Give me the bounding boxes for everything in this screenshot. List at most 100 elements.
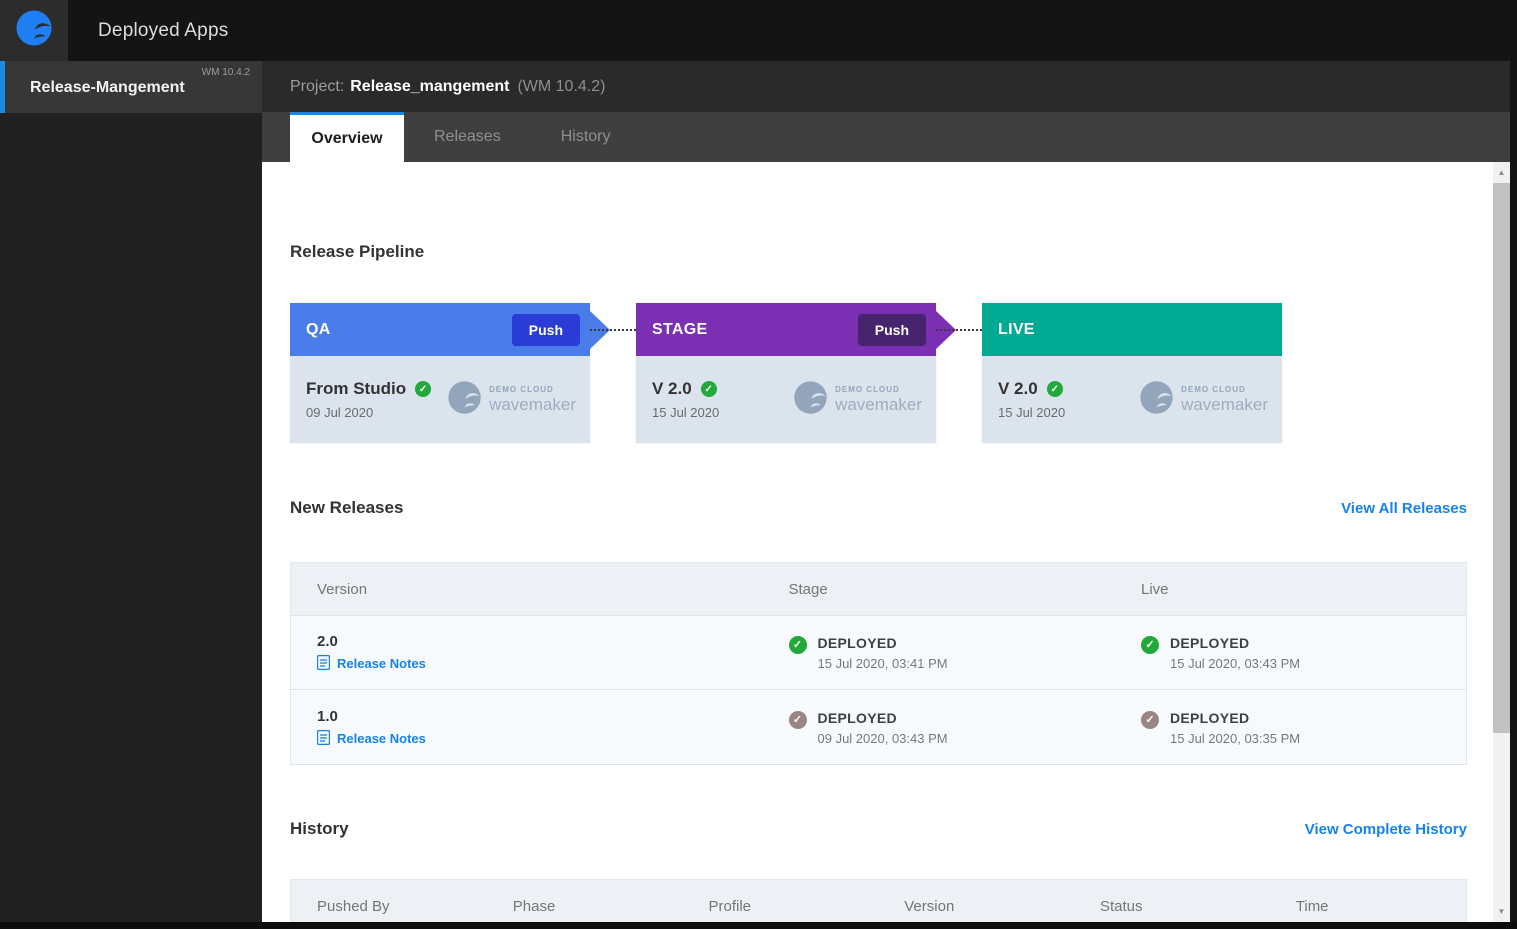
stage-card-body: V 2.0 ✓ 15 Jul 2020 DEMO CLOUD [636,356,936,443]
window-bottom-edge [0,922,1517,929]
tab-overview[interactable]: Overview [290,112,404,162]
project-name: Release_mangement [350,77,510,95]
live-cloud-logo: DEMO CLOUD wavemaker [1138,379,1268,421]
wavemaker-logo-icon [14,8,54,53]
live-deployed-check-icon: ✓ [1141,710,1159,729]
wavemaker-label: wavemaker [835,395,922,414]
sidebar-item-version: WM 10.4.2 [201,67,250,78]
history-table-header: Pushed By Phase Profile Version Status T… [291,880,1466,922]
view-all-releases-link[interactable]: View All Releases [1341,500,1467,517]
pipeline-card-live: LIVE V 2.0 ✓ 15 Jul 2020 [982,303,1282,443]
column-live: Live [1141,580,1169,598]
scroll-up-icon[interactable]: ▲ [1497,168,1506,177]
live-date: 15 Jul 2020 [998,405,1066,420]
stage-time: 15 Jul 2020, 03:41 PM [817,655,948,671]
qa-card-body: From Studio ✓ 09 Jul 2020 DEMO CLOUD [290,356,590,443]
overview-panel: Release Pipeline QA Push From Studio ✓ [262,162,1510,922]
release-version: 1.0 [317,707,338,725]
wavemaker-logo-box[interactable] [0,0,68,61]
column-stage: Stage [788,580,828,598]
window-right-edge [1510,0,1517,929]
qa-date: 09 Jul 2020 [306,405,374,420]
project-label: Project: [290,77,345,95]
live-stage-name: LIVE [998,320,1035,338]
qa-version: From Studio [306,379,407,398]
sidebar-item-label: Release-Mangement [30,79,185,96]
wavemaker-label: wavemaker [1181,395,1268,414]
live-version: V 2.0 [998,379,1038,398]
stage-deployed-check-icon: ✓ [788,635,807,654]
column-pushed-by: Pushed By [317,897,390,915]
wavemaker-label: wavemaker [489,395,576,414]
column-version: Version [317,580,368,598]
live-deployed-check-icon: ✓ [1141,635,1159,654]
live-status: DEPLOYED [1170,709,1250,726]
history-table: Pushed By Phase Profile Version Status T… [290,879,1467,922]
qa-stage-name: QA [306,320,331,338]
vertical-scrollbar[interactable]: ▲ ▼ [1493,162,1510,922]
project-header-bar: Project: Release_mangement (WM 10.4.2) [262,61,1517,112]
pipeline-connector [590,303,636,356]
wave-icon [792,379,829,421]
new-releases-table-header: Version Stage Live [291,563,1466,615]
wave-icon [446,379,483,421]
release-notes-link[interactable]: Release Notes [316,654,785,673]
document-icon [316,729,331,748]
pipeline-connector [936,303,982,356]
live-time: 15 Jul 2020, 03:35 PM [1170,730,1301,746]
qa-push-button[interactable]: Push [511,313,580,346]
sidebar-item-release-management[interactable]: WM 10.4.2 Release-Mangement [0,61,262,113]
new-releases-title: New Releases [290,498,404,517]
stage-stage-name: STAGE [652,320,708,338]
stage-status: DEPLOYED [817,634,897,651]
pipeline-card-qa: QA Push From Studio ✓ 09 Jul 2020 [290,303,610,443]
demo-cloud-label: DEMO CLOUD [489,385,554,394]
column-profile: Profile [708,897,752,915]
column-status: Status [1100,897,1143,915]
stage-push-button[interactable]: Push [857,313,926,346]
stage-date: 15 Jul 2020 [652,405,720,420]
project-version: (WM 10.4.2) [517,77,606,95]
app-title: Deployed Apps [98,19,229,41]
sidebar: WM 10.4.2 Release-Mangement [0,61,262,929]
tab-releases[interactable]: Releases [434,128,501,145]
demo-cloud-label: DEMO CLOUD [835,385,900,394]
release-notes-link[interactable]: Release Notes [316,729,785,748]
new-releases-table: Version Stage Live 2.0 [290,562,1467,765]
stage-cloud-logo: DEMO CLOUD wavemaker [792,379,922,421]
qa-success-check-icon: ✓ [415,381,432,397]
stage-card-header: STAGE Push [636,303,956,356]
qa-cloud-logo: DEMO CLOUD wavemaker [446,379,576,421]
wave-icon [1138,379,1175,421]
live-status: DEPLOYED [1170,634,1250,651]
column-time: Time [1295,897,1329,915]
release-notes-label: Release Notes [337,731,426,746]
document-icon [316,654,331,673]
tab-bar: Overview Releases History [262,112,1517,162]
qa-card-header: QA Push [290,303,610,356]
stage-success-check-icon: ✓ [700,381,717,397]
live-card-body: V 2.0 ✓ 15 Jul 2020 DEMO CLOUD [982,356,1282,443]
scroll-down-icon[interactable]: ▼ [1497,907,1506,916]
release-version: 2.0 [317,632,338,650]
history-title: History [290,819,349,838]
column-version: Version [904,897,955,915]
top-bar: Deployed Apps [0,0,1517,61]
release-notes-label: Release Notes [337,656,426,671]
release-row-1.0: 1.0 Release Notes [291,690,1466,765]
view-complete-history-link[interactable]: View Complete History [1304,821,1467,838]
scrollbar-thumb[interactable] [1493,183,1510,733]
stage-status: DEPLOYED [817,709,897,726]
live-time: 15 Jul 2020, 03:43 PM [1170,655,1301,671]
pipeline-card-stage: STAGE Push V 2.0 ✓ 15 Jul 2020 [636,303,956,443]
live-success-check-icon: ✓ [1046,381,1063,397]
release-pipeline: QA Push From Studio ✓ 09 Jul 2020 [290,303,1467,443]
column-phase: Phase [512,897,556,915]
stage-time: 09 Jul 2020, 03:43 PM [817,730,948,746]
stage-deployed-check-icon: ✓ [788,710,807,729]
live-card-header: LIVE [982,303,1282,356]
demo-cloud-label: DEMO CLOUD [1181,385,1246,394]
release-pipeline-title: Release Pipeline [290,242,425,261]
tab-history[interactable]: History [560,128,611,145]
